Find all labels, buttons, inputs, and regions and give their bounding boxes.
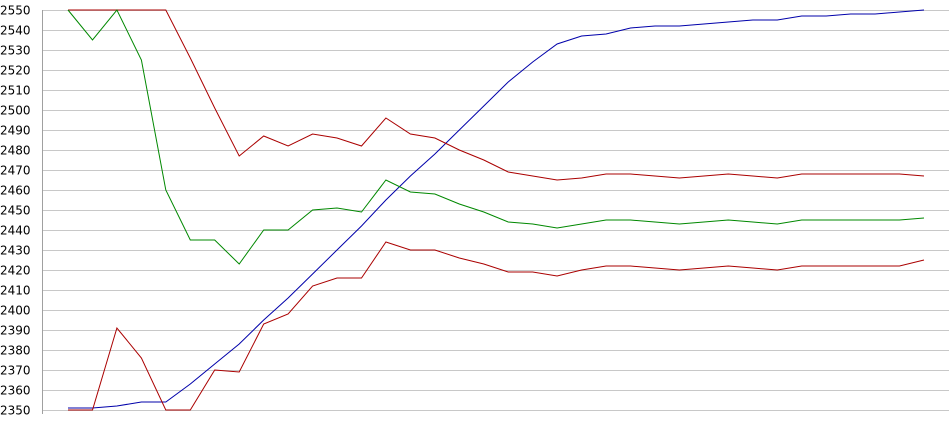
y-tick-label: 2420 [0, 264, 31, 278]
y-tick-label: 2520 [0, 64, 31, 78]
y-tick-label: 2400 [0, 304, 31, 318]
series-layer [67, 9, 925, 411]
y-tick-label: 2440 [0, 224, 31, 238]
y-tick-label: 2510 [0, 84, 31, 98]
y-tick-label: 2470 [0, 164, 31, 178]
y-tick-label: 2530 [0, 44, 31, 58]
y-tick-label: 2450 [0, 204, 31, 218]
y-tick-label: 2390 [0, 324, 31, 338]
y-tick-label: 2500 [0, 104, 31, 118]
series-line-2 [68, 9, 925, 181]
y-axis-ticks: 2350 2360 2370 2380 2390 2400 2410 2420 2430 2440… [0, 4, 31, 418]
y-tick-label: 2360 [0, 384, 31, 398]
y-tick-label: 2480 [0, 144, 31, 158]
series-line-1 [68, 9, 925, 409]
y-tick-label: 2410 [0, 284, 31, 298]
y-tick-label: 2380 [0, 344, 31, 358]
y-tick-label: 2350 [0, 404, 31, 418]
y-tick-label: 2550 [0, 4, 31, 18]
y-tick-label: 2540 [0, 24, 31, 38]
series-line-4 [68, 241, 925, 411]
gridlines [42, 10, 949, 411]
series-line-3 [67, 9, 925, 265]
y-tick-label: 2460 [0, 184, 31, 198]
y-tick-label: 2370 [0, 364, 31, 378]
y-tick-label: 2430 [0, 244, 31, 258]
y-tick-label: 2490 [0, 124, 31, 138]
